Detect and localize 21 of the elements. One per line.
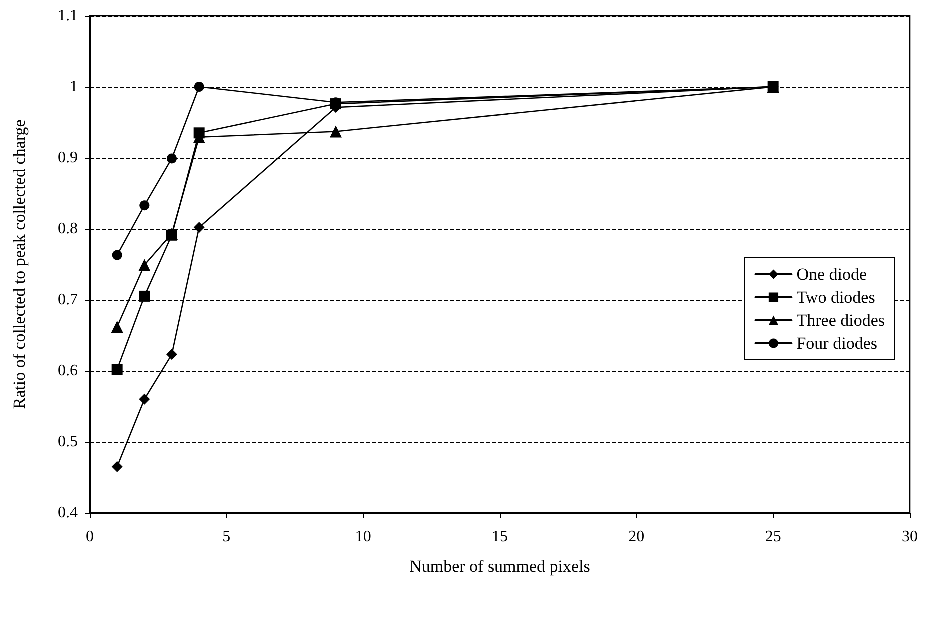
y-axis-title: Ratio of collected to peak collected charge (10, 120, 29, 410)
y-tick-label: 0.9 (58, 150, 78, 166)
x-tick-label: 25 (765, 528, 782, 546)
x-axis-title: Number of summed pixels (410, 557, 590, 576)
y-tick-label: 0.8 (58, 220, 78, 238)
y-tick-label: 0.4 (58, 504, 78, 522)
x-tick-label: 20 (628, 528, 645, 546)
y-tick-label: 1.1 (58, 8, 78, 24)
y-tick-label: 1 (70, 78, 78, 96)
y-tick-label: 0.5 (58, 434, 78, 450)
y-tick-label: 0.7 (58, 292, 78, 308)
x-tick-label: 0 (86, 528, 94, 546)
legend-label: One diode (796, 265, 868, 284)
y-tick-label: 0.6 (58, 362, 78, 380)
legend-label: Three diodes (796, 311, 886, 330)
x-tick-label: 30 (902, 528, 918, 546)
x-tick-label: 10 (355, 528, 372, 546)
legend-label: Four diodes (796, 334, 878, 353)
legend-label: Two diodes (796, 288, 876, 307)
x-tick-label: 5 (222, 528, 231, 546)
x-tick-label: 15 (492, 528, 508, 546)
